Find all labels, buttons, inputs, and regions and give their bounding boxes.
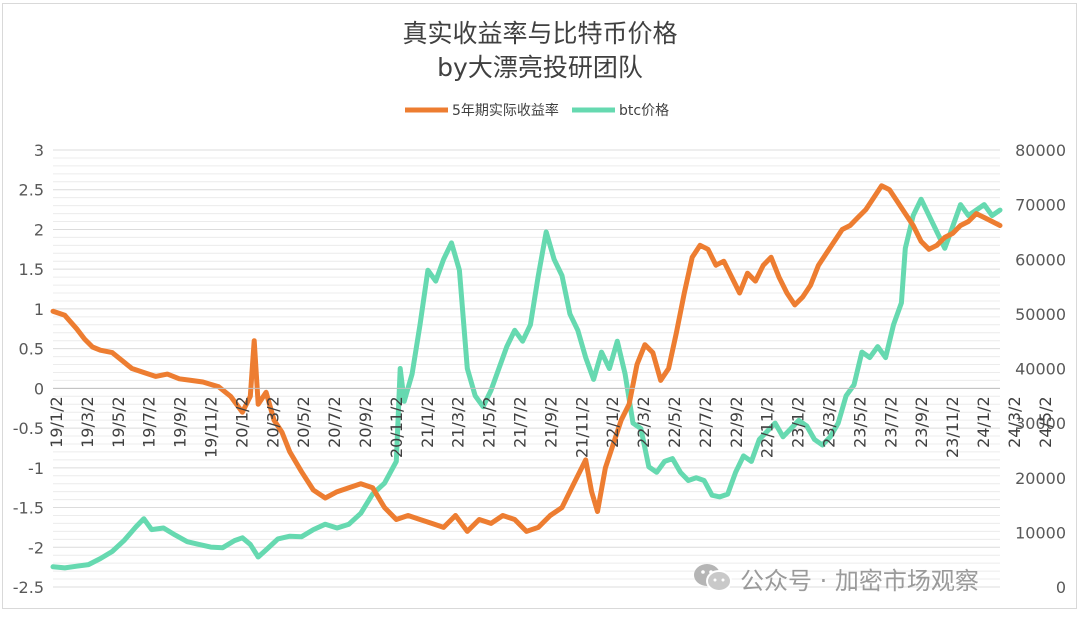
wechat-icon xyxy=(694,564,732,592)
x-tick-label: 19/3/2 xyxy=(78,396,97,448)
series-btc xyxy=(50,196,1003,571)
y-right-tick-label: 60000 xyxy=(1015,250,1066,269)
y-left-tick-label: -2 xyxy=(28,538,44,557)
x-tick-label: 19/5/2 xyxy=(109,396,128,448)
x-tick-label: 23/5/2 xyxy=(850,396,869,448)
y-left-tick-label: -0.5 xyxy=(13,419,44,438)
x-tick-label: 21/7/2 xyxy=(511,396,530,448)
x-tick-label: 19/7/2 xyxy=(140,396,159,448)
x-tick-label: 19/9/2 xyxy=(171,396,190,448)
x-tick-label: 21/11/2 xyxy=(572,396,591,458)
x-tick-label: 19/11/2 xyxy=(202,396,221,458)
x-tick-label: 23/9/2 xyxy=(912,396,931,448)
x-tick-label: 21/3/2 xyxy=(449,396,468,448)
chart-title: 真实收益率与比特币价格 xyxy=(402,19,677,48)
series-line-real-yield xyxy=(50,183,1003,534)
y-right-tick-label: 40000 xyxy=(1015,360,1066,379)
x-tick-label: 22/5/2 xyxy=(665,396,684,448)
y-left-tick-label: 1.5 xyxy=(19,260,44,279)
y-right-tick-label: 0 xyxy=(1056,578,1066,597)
y-right-tick-label: 20000 xyxy=(1015,469,1066,488)
x-tick-label: 21/9/2 xyxy=(541,396,560,448)
x-tick-label: 20/1/2 xyxy=(232,396,251,448)
y-axis-left: -2.5 -2 -1.5 -1 -0.5 0 0.5 1 1.5 2 2.5 3 xyxy=(13,141,44,597)
y-left-tick-label: 0.5 xyxy=(19,340,44,359)
x-tick-label: 20/7/2 xyxy=(325,396,344,448)
x-tick-label: 21/5/2 xyxy=(480,396,499,448)
series-line-btc xyxy=(50,196,1003,571)
legend-label-real-yield: 5年期实际收益率 xyxy=(452,102,559,119)
x-tick-label: 20/3/2 xyxy=(263,396,282,448)
y-right-tick-label: 50000 xyxy=(1015,305,1066,324)
y-left-tick-label: 1 xyxy=(34,300,44,319)
x-tick-label: 21/1/2 xyxy=(418,396,437,448)
x-tick-label: 23/11/2 xyxy=(943,396,962,458)
watermark: 公众号 · 加密市场观察 xyxy=(692,560,979,596)
chart-subtitle: by大漂亮投研团队 xyxy=(437,53,643,82)
series-real-yield xyxy=(50,183,1003,534)
y-right-tick-label: 80000 xyxy=(1015,141,1066,160)
watermark-text: 公众号 · 加密市场观察 xyxy=(740,566,979,595)
x-tick-label: 23/1/2 xyxy=(789,396,808,448)
x-tick-label: 24/5/2 xyxy=(1036,396,1055,448)
x-tick-label: 20/9/2 xyxy=(356,396,375,448)
x-tick-label: 22/1/2 xyxy=(603,396,622,448)
y-right-tick-label: 30000 xyxy=(1015,414,1066,433)
y-right-tick-label: 70000 xyxy=(1015,196,1066,215)
y-left-tick-label: 0 xyxy=(34,379,44,398)
y-right-tick-label: 10000 xyxy=(1015,523,1066,542)
x-tick-label: 23/3/2 xyxy=(820,396,839,448)
x-tick-label: 19/1/2 xyxy=(47,396,66,448)
y-left-tick-label: -1 xyxy=(28,459,44,478)
x-tick-label: 22/3/2 xyxy=(634,396,653,448)
y-left-tick-label: 2.5 xyxy=(19,181,44,200)
x-axis: 19/1/2 19/3/2 19/5/2 19/7/2 19/9/2 19/11/2 20/… xyxy=(47,387,1055,458)
x-tick-label: 23/7/2 xyxy=(881,396,900,448)
y-left-tick-label: 3 xyxy=(34,141,44,160)
y-left-tick-label: -2.5 xyxy=(13,578,44,597)
legend: 5年期实际收益率 btc价格 xyxy=(405,102,669,119)
x-tick-label: 22/7/2 xyxy=(696,396,715,448)
x-tick-label: 20/11/2 xyxy=(387,396,406,458)
legend-label-btc: btc价格 xyxy=(619,103,669,119)
x-tick-label: 24/3/2 xyxy=(1005,396,1024,448)
y-left-tick-label: -1.5 xyxy=(13,499,44,518)
y-left-tick-label: 2 xyxy=(34,220,44,239)
x-tick-label: 20/5/2 xyxy=(294,396,313,448)
x-tick-label: 22/11/2 xyxy=(758,396,777,458)
x-tick-label: 24/1/2 xyxy=(974,396,993,448)
x-tick-label: 22/9/2 xyxy=(727,396,746,448)
y-axis-right: 0 10000 20000 30000 40000 50000 60000 70000 8000… xyxy=(1015,141,1066,597)
